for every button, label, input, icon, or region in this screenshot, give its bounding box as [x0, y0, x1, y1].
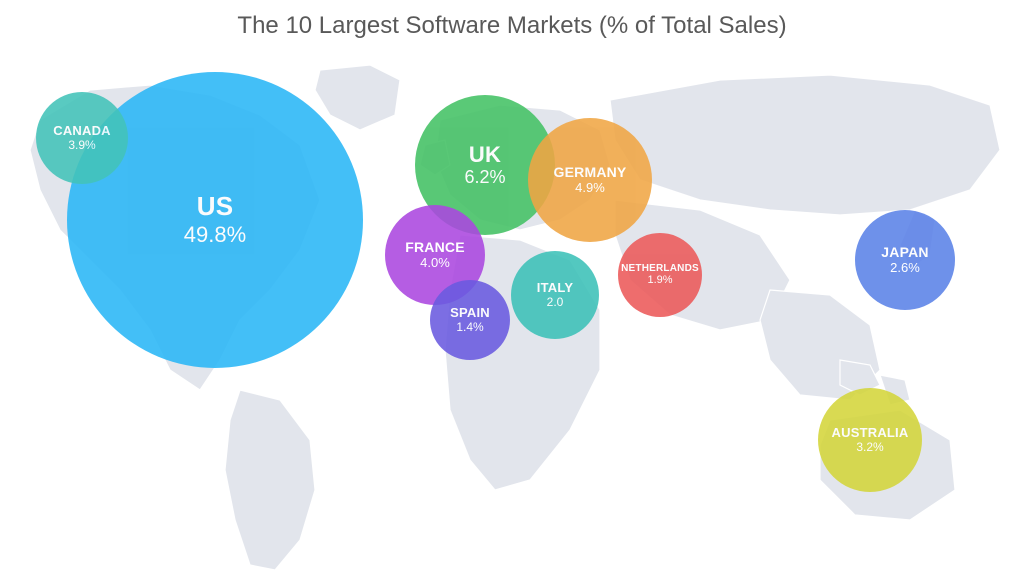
bubble-spain: SPAIN1.4%: [430, 280, 510, 360]
bubble-value: 6.2%: [464, 167, 505, 188]
bubble-name: CANADA: [53, 124, 111, 139]
bubble-canada: CANADA3.9%: [36, 92, 128, 184]
bubble-value: 3.2%: [856, 441, 883, 455]
bubble-name: AUSTRALIA: [832, 426, 909, 441]
chart-title: The 10 Largest Software Markets (% of To…: [0, 12, 1024, 40]
bubble-value: 4.0%: [420, 256, 450, 271]
bubble-name: UK: [469, 142, 501, 167]
bubble-name: SPAIN: [450, 306, 490, 321]
bubble-name: ITALY: [537, 281, 573, 296]
bubble-value: 4.9%: [575, 181, 605, 196]
bubble-value: 2.6%: [890, 261, 920, 276]
bubble-italy: ITALY2.0: [511, 251, 599, 339]
bubble-value: 3.9%: [68, 139, 95, 153]
bubble-name: NETHERLANDS: [621, 263, 699, 275]
bubble-netherlands: NETHERLANDS1.9%: [618, 233, 702, 317]
bubble-value: 2.0: [547, 296, 564, 310]
chart-canvas: US49.8% CANADA3.9% UK6.2% GERMANY4.9% FRANCE…: [0, 60, 1024, 584]
bubble-name: JAPAN: [881, 244, 928, 260]
bubble-value: 49.8%: [184, 222, 246, 247]
bubble-australia: AUSTRALIA3.2%: [818, 388, 922, 492]
bubble-japan: JAPAN2.6%: [855, 210, 955, 310]
bubble-value: 1.4%: [456, 321, 483, 335]
bubble-germany: GERMANY4.9%: [528, 118, 652, 242]
bubble-name: FRANCE: [405, 239, 465, 255]
bubble-value: 1.9%: [647, 274, 672, 287]
bubble-name: GERMANY: [554, 164, 627, 180]
bubble-name: US: [197, 192, 234, 222]
